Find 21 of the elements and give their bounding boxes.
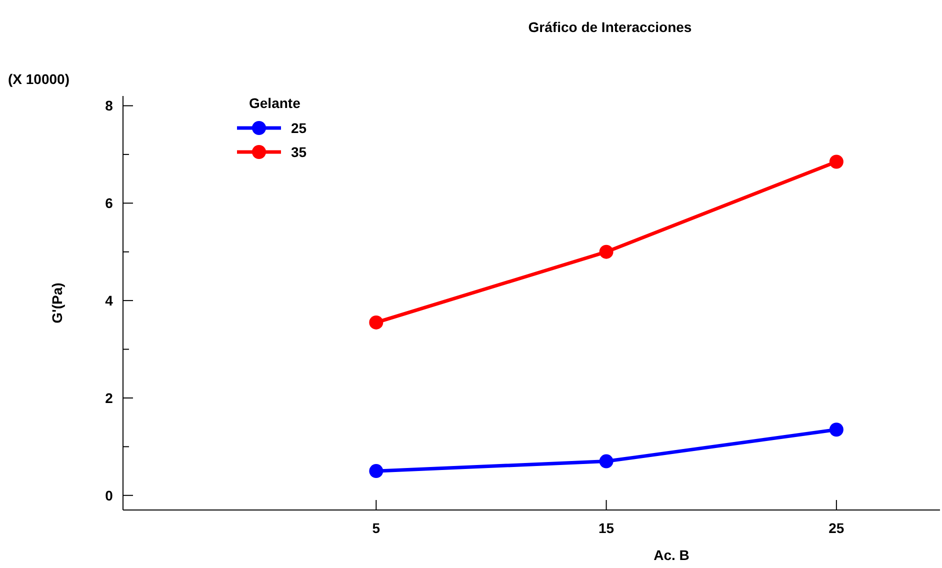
y-tick-label: 2 xyxy=(105,390,114,406)
x-tick-label: 5 xyxy=(372,520,380,536)
point xyxy=(599,244,614,259)
point xyxy=(599,454,614,468)
x-axis-title: Ac. B xyxy=(654,547,690,563)
legend-title: Gelante xyxy=(249,95,301,111)
legend-label: 35 xyxy=(291,144,307,160)
chart-title: Gráfico de Interacciones xyxy=(528,19,692,35)
y-axis-title: G'(Pa) xyxy=(49,282,65,324)
point xyxy=(829,422,844,437)
point xyxy=(369,464,384,478)
y-tick-label: 0 xyxy=(105,487,114,504)
y-tick-label: 8 xyxy=(105,98,114,114)
x-tick-label: 15 xyxy=(598,520,614,536)
point xyxy=(369,315,384,330)
text: (X 10000) xyxy=(8,71,70,87)
legend-label: 25 xyxy=(291,120,307,136)
point xyxy=(829,154,844,169)
y-tick-label: 6 xyxy=(105,195,114,212)
x-tick-label: 25 xyxy=(828,520,844,536)
y-tick-label: 4 xyxy=(105,292,114,309)
